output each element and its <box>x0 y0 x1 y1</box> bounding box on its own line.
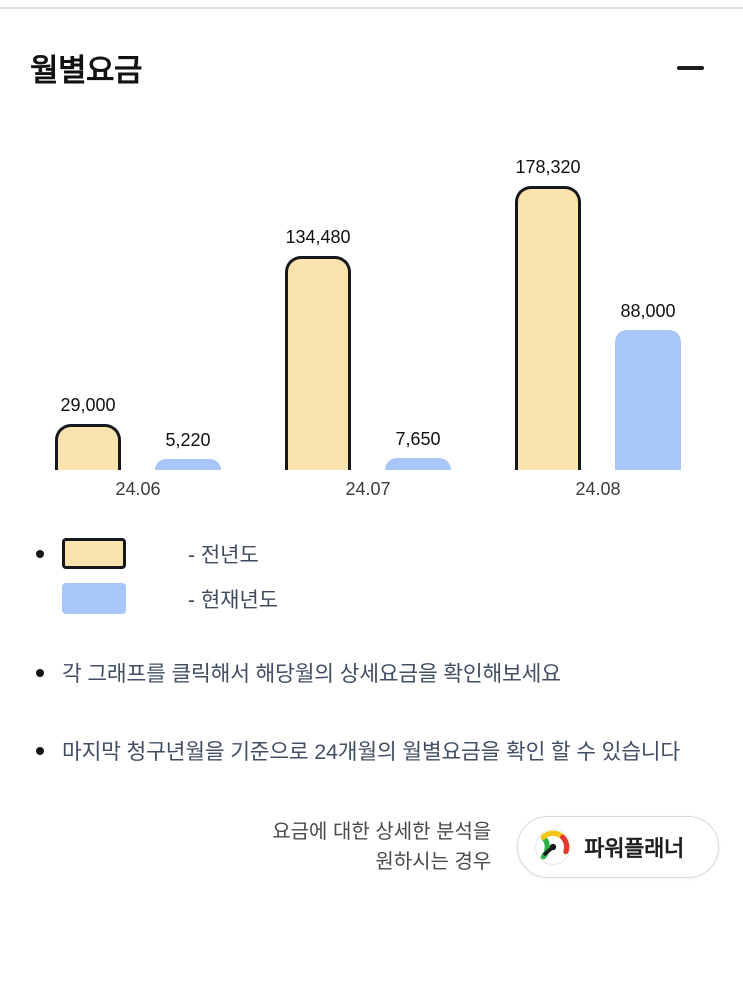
bar-value-label: 178,320 <box>515 157 581 177</box>
bullet-icon <box>36 669 44 677</box>
bullet-icon <box>36 550 44 558</box>
note-text: 각 그래프를 클릭해서 해당월의 상세요금을 확인해보세요 <box>62 662 561 686</box>
chart-group-24.06: 29,000 5,220 24.06 <box>55 395 221 500</box>
chart-groups: 29,000 5,220 24.06 134,480 7,650 24.07 178,320… <box>55 140 681 500</box>
card-header: 월별요금 <box>0 9 743 90</box>
note-text: 마지막 청구년월을 기준으로 24개월의 월별요금을 확인 할 수 있습니다 <box>62 740 680 764</box>
power-planner-label: 파워플래너 <box>584 836 684 861</box>
card-top-divider <box>0 7 743 9</box>
bar-value-label: 134,480 <box>285 227 351 247</box>
chart-group-24.07: 134,480 7,650 24.07 <box>285 227 451 500</box>
x-axis-label-24.07: 24.07 <box>345 479 391 499</box>
footer: 요금에 대한 상세한 분석을 원하시는 경우 파워플래너 <box>0 816 743 878</box>
legend-swatch-current-year <box>62 583 126 614</box>
x-axis-label-24.06: 24.06 <box>115 479 161 499</box>
footer-prompt: 요금에 대한 상세한 분석을 원하시는 경우 <box>272 817 491 877</box>
legend-swatch-prev-year <box>62 538 126 569</box>
bar-value-label: 5,220 <box>165 430 211 450</box>
page-title: 월별요금 <box>30 53 143 88</box>
note-click-graph: 각 그래프를 클릭해서 해당월의 상세요금을 확인해보세요 <box>0 656 743 692</box>
legend-label-current-year: - 현재년도 <box>188 588 279 612</box>
bar-col: 178,320 <box>515 157 581 470</box>
chart-group-24.08: 178,320 88,000 24.08 <box>515 157 681 500</box>
bar-col: 29,000 <box>55 395 121 470</box>
legend-row-current-year: - 현재년도 <box>62 583 278 614</box>
bar-prev-year-24.07[interactable] <box>285 256 351 470</box>
chart-legend: - 전년도 - 현재년도 <box>0 538 743 614</box>
bar-col: 88,000 <box>615 301 681 470</box>
bar-current-year-24.07[interactable] <box>385 458 451 470</box>
monthly-fee-card: 월별요금 29,000 5,220 24.06 134,480 7,650 24.07 17… <box>0 9 743 878</box>
bar-prev-year-24.06[interactable] <box>55 424 121 470</box>
collapse-button[interactable] <box>673 56 707 80</box>
bar-current-year-24.08[interactable] <box>615 330 681 470</box>
legend-label-prev-year: - 전년도 <box>188 543 259 567</box>
bar-value-label: 88,000 <box>620 301 676 321</box>
gauge-icon <box>535 829 572 865</box>
bar-prev-year-24.08[interactable] <box>515 186 581 470</box>
bar-col: 134,480 <box>285 227 351 470</box>
bars-row: 29,000 5,220 <box>55 395 221 470</box>
monthly-fee-chart: 29,000 5,220 24.06 134,480 7,650 24.07 178,320… <box>55 140 681 500</box>
bar-value-label: 29,000 <box>60 395 116 415</box>
bars-row: 178,320 88,000 <box>515 157 681 470</box>
bar-col: 7,650 <box>385 429 451 470</box>
footer-prompt-line2: 원하시는 경우 <box>375 851 492 873</box>
bar-current-year-24.06[interactable] <box>155 459 221 470</box>
x-axis-label-24.08: 24.08 <box>575 479 621 499</box>
bars-row: 134,480 7,650 <box>285 227 451 470</box>
power-planner-button[interactable]: 파워플래너 <box>517 816 719 878</box>
legend-rows: - 전년도 - 현재년도 <box>62 538 278 614</box>
footer-prompt-line1: 요금에 대한 상세한 분석을 <box>272 821 492 843</box>
minus-icon <box>676 65 704 70</box>
legend-row-prev-year: - 전년도 <box>62 538 278 569</box>
bullet-icon <box>36 747 44 755</box>
note-24-months: 마지막 청구년월을 기준으로 24개월의 월별요금을 확인 할 수 있습니다 <box>0 734 743 770</box>
bar-col: 5,220 <box>155 430 221 470</box>
bar-value-label: 7,650 <box>395 429 441 449</box>
